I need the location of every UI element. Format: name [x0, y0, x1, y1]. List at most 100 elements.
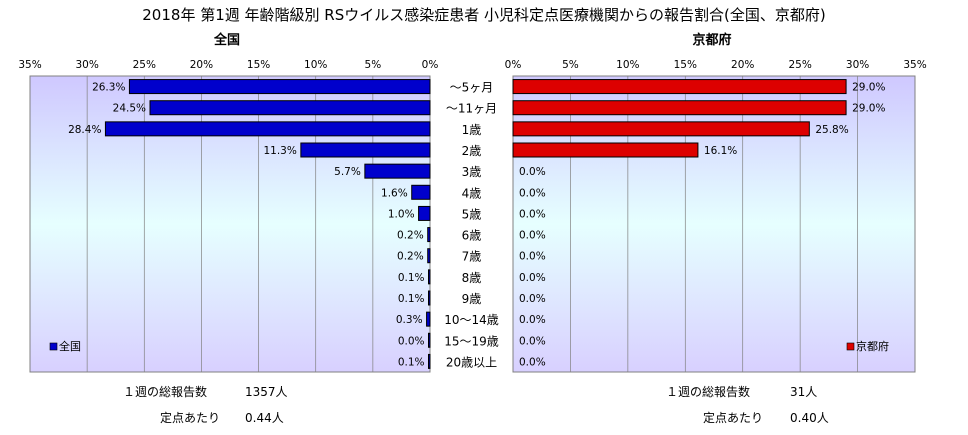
- left-bar-label: 1.0%: [388, 208, 415, 220]
- left-bar-label: 11.3%: [263, 145, 296, 157]
- category-label: ～5ヶ月: [450, 81, 494, 95]
- left-bar-label: 26.3%: [92, 82, 125, 94]
- right-bar-label: 0.0%: [519, 187, 546, 199]
- left-per-label: 定点あたり: [160, 410, 220, 425]
- right-bar-label: 29.0%: [852, 82, 885, 94]
- right-legend: 京都府: [846, 339, 889, 353]
- category-label: 6歳: [462, 229, 482, 243]
- left-plot-area: [29, 75, 431, 373]
- category-label: 8歳: [462, 271, 482, 285]
- right-bars: 29.0% 29.0% 25.8% 16.1% 0.0% 0.0% 0.0% 0.0% 0.0%…: [512, 79, 885, 368]
- right-bar-label: 0.0%: [519, 230, 546, 242]
- right-bar-label: 0.0%: [519, 314, 546, 326]
- left-tick-label: 10%: [304, 59, 327, 71]
- left-tick-label: 30%: [75, 59, 98, 71]
- right-bar: [512, 142, 699, 158]
- left-bar-label: 0.2%: [397, 230, 424, 242]
- left-bar-label: 0.1%: [398, 293, 425, 305]
- category-label: 1歳: [462, 123, 482, 137]
- left-bar: [427, 248, 431, 264]
- left-bar: [418, 205, 431, 221]
- right-bar-label: 0.0%: [519, 335, 546, 347]
- right-bar-label: 25.8%: [815, 124, 848, 136]
- right-bar-label: 0.0%: [519, 356, 546, 368]
- right-tick-label: 25%: [788, 59, 811, 71]
- left-total-label: １週の総報告数: [123, 384, 207, 399]
- left-bar: [411, 184, 431, 200]
- left-footer: １週の総報告数 1357人 定点あたり 0.44人: [123, 384, 288, 425]
- left-bar: [300, 142, 431, 158]
- right-plot-area: [512, 75, 916, 373]
- right-bar-label: 29.0%: [852, 103, 885, 115]
- left-bar-label: 28.4%: [68, 124, 101, 136]
- left-bar: [149, 100, 431, 116]
- left-tick-label: 15%: [247, 59, 270, 71]
- category-label: ～11ヶ月: [446, 102, 497, 116]
- right-tick-label: 0%: [505, 59, 522, 71]
- left-bar: [104, 121, 431, 137]
- category-label: 10～14歳: [444, 313, 499, 327]
- right-tick-label: 30%: [846, 59, 869, 71]
- right-total-label: １週の総報告数: [666, 384, 750, 399]
- right-legend-swatch: [846, 342, 855, 351]
- category-label: 20歳以上: [446, 355, 497, 369]
- left-tick-label: 20%: [190, 59, 213, 71]
- left-bar-label: 5.7%: [334, 166, 361, 178]
- right-bar-label: 0.0%: [519, 208, 546, 220]
- left-legend: 全国: [49, 339, 81, 353]
- right-footer: １週の総報告数 31人 定点あたり 0.40人: [666, 384, 829, 425]
- left-tick-label: 35%: [18, 59, 41, 71]
- right-tick-label: 20%: [731, 59, 754, 71]
- right-tick-label: 10%: [616, 59, 639, 71]
- right-bar-label: 0.0%: [519, 272, 546, 284]
- right-legend-label: 京都府: [856, 339, 889, 353]
- left-bar-label: 0.2%: [397, 251, 424, 263]
- right-bar: [512, 79, 847, 95]
- left-bar-label: 0.0%: [398, 335, 425, 347]
- right-panel-title: 京都府: [692, 32, 731, 48]
- right-tick-label: 5%: [562, 59, 579, 71]
- left-panel-title: 全国: [213, 32, 240, 48]
- left-bar: [426, 311, 431, 327]
- right-tick-label: 15%: [674, 59, 697, 71]
- left-per-value: 0.44人: [245, 411, 284, 425]
- right-bar: [512, 100, 847, 116]
- right-total-value: 31人: [790, 385, 817, 399]
- left-bar: [428, 353, 431, 369]
- category-label: 15～19歳: [444, 334, 499, 348]
- left-bars: 26.3% 24.5% 28.4% 11.3% 5.7% 1.6% 1.0% 0.2% 0.2%…: [68, 79, 431, 369]
- left-tick-label: 25%: [133, 59, 156, 71]
- left-bar-label: 1.6%: [381, 187, 408, 199]
- right-tick-label: 35%: [903, 59, 926, 71]
- left-tick-label: 5%: [365, 59, 382, 71]
- right-per-value: 0.40人: [790, 411, 829, 425]
- left-bar-label: 0.1%: [398, 356, 425, 368]
- right-bar: [512, 121, 810, 137]
- right-bar-label: 0.0%: [519, 293, 546, 305]
- left-bar: [364, 163, 431, 179]
- left-bar: [428, 269, 431, 285]
- right-per-label: 定点あたり: [703, 410, 763, 425]
- right-bar-label: 0.0%: [519, 251, 546, 263]
- category-label: 4歳: [462, 186, 482, 200]
- category-label: 3歳: [462, 165, 482, 179]
- category-labels: ～5ヶ月 ～11ヶ月 1歳 2歳 3歳 4歳 5歳 6歳 7歳 8歳 9歳 10～14歳 15～19歳 2…: [444, 81, 499, 370]
- chart-title: 2018年 第1週 年齢階級別 RSウイルス感染症患者 小児科定点医療機関からの…: [142, 6, 825, 24]
- left-bar: [427, 227, 431, 243]
- left-bar-label: 0.3%: [396, 314, 423, 326]
- right-bar-label: 0.0%: [519, 166, 546, 178]
- left-axis-ticks: 35% 30% 25% 20% 15% 10% 5% 0%: [18, 59, 438, 71]
- right-bar-label: 16.1%: [704, 145, 737, 157]
- left-bar-label: 0.1%: [398, 272, 425, 284]
- category-label: 9歳: [462, 292, 482, 306]
- left-total-value: 1357人: [245, 385, 288, 399]
- left-bar: [428, 332, 431, 348]
- left-bar: [428, 290, 431, 306]
- category-label: 7歳: [462, 250, 482, 264]
- category-label: 5歳: [462, 207, 482, 221]
- left-bar: [128, 79, 431, 95]
- left-tick-label: 0%: [422, 59, 439, 71]
- left-legend-swatch: [49, 342, 58, 351]
